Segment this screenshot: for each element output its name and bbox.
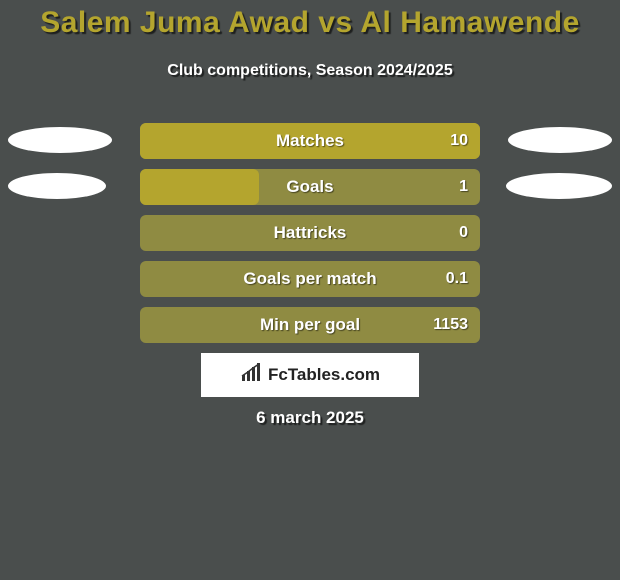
stat-rows: Matches10Goals1Hattricks0Goals per match…: [0, 118, 620, 348]
stat-label: Hattricks: [140, 215, 480, 251]
ellipse-icon: [506, 173, 612, 199]
ellipse-icon: [8, 173, 106, 199]
stat-value: 0: [459, 215, 468, 251]
brand-text: FcTables.com: [268, 365, 380, 385]
date-line: 6 march 2025: [0, 408, 620, 428]
stat-row: Min per goal1153: [0, 302, 620, 348]
stat-value: 0.1: [446, 261, 468, 297]
stat-value: 1: [459, 169, 468, 205]
stat-label: Goals: [140, 169, 480, 205]
stat-value: 10: [450, 123, 468, 159]
stat-row: Goals1: [0, 164, 620, 210]
stat-label: Min per goal: [140, 307, 480, 343]
stat-bar: Hattricks0: [140, 215, 480, 251]
stat-bar: Matches10: [140, 123, 480, 159]
stat-label: Matches: [140, 123, 480, 159]
subtitle: Club competitions, Season 2024/2025: [0, 62, 620, 80]
stat-bar: Goals per match0.1: [140, 261, 480, 297]
stat-bar: Goals1: [140, 169, 480, 205]
stat-row: Goals per match0.1: [0, 256, 620, 302]
bar-chart-icon: [240, 363, 264, 388]
stat-label: Goals per match: [140, 261, 480, 297]
stat-bar: Min per goal1153: [140, 307, 480, 343]
brand-box: FcTables.com: [201, 353, 419, 397]
stat-value: 1153: [433, 307, 468, 343]
stat-row: Matches10: [0, 118, 620, 164]
stats-card: Salem Juma Awad vs Al Hamawende Club com…: [0, 0, 620, 580]
page-title: Salem Juma Awad vs Al Hamawende: [0, 6, 620, 40]
ellipse-icon: [508, 127, 612, 153]
ellipse-icon: [8, 127, 112, 153]
stat-row: Hattricks0: [0, 210, 620, 256]
